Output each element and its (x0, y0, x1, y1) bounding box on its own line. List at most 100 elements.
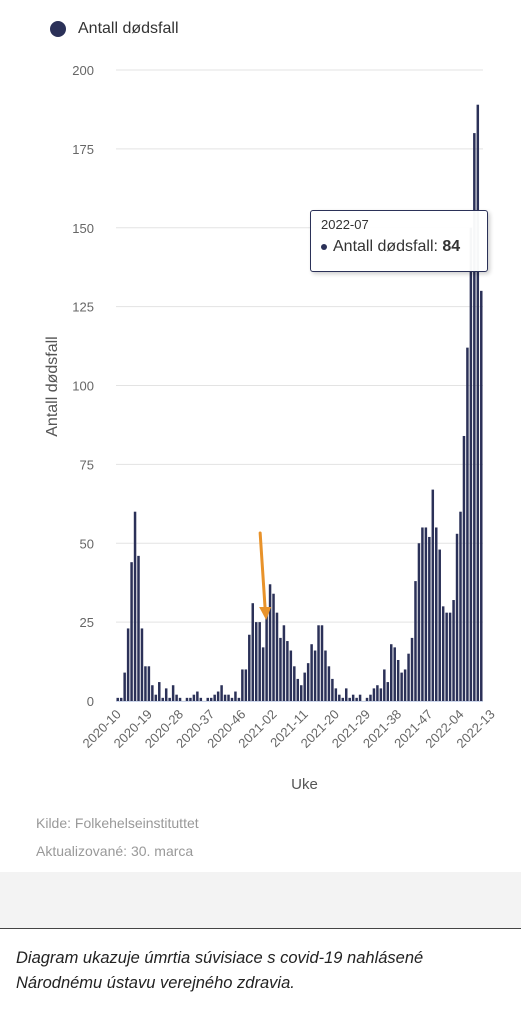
bar[interactable] (254, 622, 258, 701)
bar[interactable] (216, 691, 220, 701)
bar[interactable] (393, 647, 396, 701)
bar[interactable] (341, 697, 345, 701)
bar[interactable] (272, 593, 275, 701)
bar[interactable] (126, 628, 130, 701)
bar[interactable] (154, 694, 158, 701)
bar[interactable] (196, 691, 199, 701)
bar[interactable] (338, 694, 341, 701)
bar[interactable] (313, 650, 317, 701)
bar[interactable] (431, 489, 435, 701)
bar[interactable] (348, 697, 351, 701)
bar[interactable] (383, 669, 386, 701)
bar[interactable] (230, 697, 234, 701)
bar[interactable] (275, 612, 279, 701)
bar[interactable] (455, 533, 459, 701)
bar[interactable] (331, 678, 334, 701)
bar[interactable] (421, 527, 424, 701)
bar[interactable] (144, 666, 147, 701)
bar[interactable] (351, 694, 355, 701)
bar[interactable] (192, 694, 196, 701)
bar[interactable] (438, 549, 441, 701)
bar[interactable] (344, 688, 348, 701)
bar[interactable] (158, 682, 161, 701)
bar[interactable] (258, 622, 261, 701)
bar[interactable] (320, 625, 324, 701)
bar[interactable] (175, 694, 178, 701)
bar[interactable] (209, 697, 213, 701)
bar[interactable] (251, 603, 255, 701)
bar[interactable] (480, 290, 483, 701)
bar[interactable] (299, 685, 303, 701)
bar[interactable] (164, 688, 168, 701)
bar[interactable] (213, 694, 216, 701)
bar[interactable] (140, 628, 144, 701)
bar[interactable] (223, 694, 227, 701)
bar[interactable] (185, 697, 189, 701)
bar[interactable] (386, 682, 390, 701)
bar[interactable] (116, 697, 119, 701)
bar[interactable] (220, 685, 223, 701)
bar[interactable] (306, 663, 310, 701)
bar[interactable] (161, 697, 164, 701)
bar[interactable] (410, 637, 414, 701)
bar[interactable] (400, 672, 403, 701)
bar[interactable] (379, 688, 383, 701)
bar[interactable] (396, 659, 400, 701)
bar[interactable] (369, 694, 372, 701)
bar[interactable] (390, 644, 393, 701)
bar[interactable] (403, 669, 407, 701)
bar[interactable] (168, 697, 171, 701)
bar[interactable] (317, 625, 320, 701)
bar[interactable] (473, 133, 476, 702)
bar[interactable] (296, 678, 300, 701)
bar[interactable] (133, 511, 137, 701)
bar[interactable] (334, 688, 338, 701)
bar[interactable] (119, 697, 123, 701)
legend[interactable]: Antall dødsfall (50, 20, 179, 38)
bar[interactable] (234, 691, 237, 701)
bar[interactable] (435, 527, 438, 701)
bar[interactable] (286, 641, 289, 701)
bar[interactable] (428, 536, 431, 701)
bar[interactable] (310, 644, 313, 701)
bar[interactable] (441, 606, 445, 701)
bar[interactable] (324, 650, 327, 701)
bar[interactable] (268, 584, 272, 701)
bar[interactable] (237, 697, 241, 701)
bar[interactable] (476, 104, 480, 701)
bar[interactable] (424, 527, 428, 701)
bar[interactable] (358, 694, 362, 701)
bar[interactable] (227, 694, 230, 701)
bar[interactable] (137, 555, 140, 701)
bar[interactable] (376, 685, 379, 701)
bar[interactable] (469, 227, 473, 701)
bar[interactable] (289, 650, 293, 701)
bar[interactable] (178, 697, 182, 701)
bar[interactable] (261, 647, 265, 701)
bar[interactable] (171, 685, 175, 701)
bar[interactable] (365, 697, 369, 701)
bar[interactable] (248, 634, 251, 701)
bar[interactable] (372, 688, 376, 701)
bar[interactable] (189, 697, 192, 701)
bar[interactable] (282, 625, 286, 701)
bar[interactable] (130, 562, 133, 701)
bar[interactable] (414, 581, 417, 701)
bar[interactable] (417, 543, 421, 701)
bar[interactable] (466, 347, 469, 701)
bar[interactable] (265, 609, 268, 701)
bar[interactable] (279, 637, 282, 701)
bar[interactable] (123, 672, 126, 701)
bar[interactable] (241, 669, 244, 701)
bar[interactable] (445, 612, 448, 701)
bar[interactable] (199, 697, 203, 701)
bar[interactable] (462, 435, 466, 701)
bar[interactable] (459, 511, 462, 701)
bar[interactable] (303, 672, 306, 701)
bar[interactable] (452, 600, 455, 701)
bar[interactable] (206, 697, 209, 701)
bar[interactable] (355, 697, 358, 701)
bar[interactable] (147, 666, 151, 701)
bar[interactable] (244, 669, 248, 701)
bar[interactable] (293, 666, 296, 701)
